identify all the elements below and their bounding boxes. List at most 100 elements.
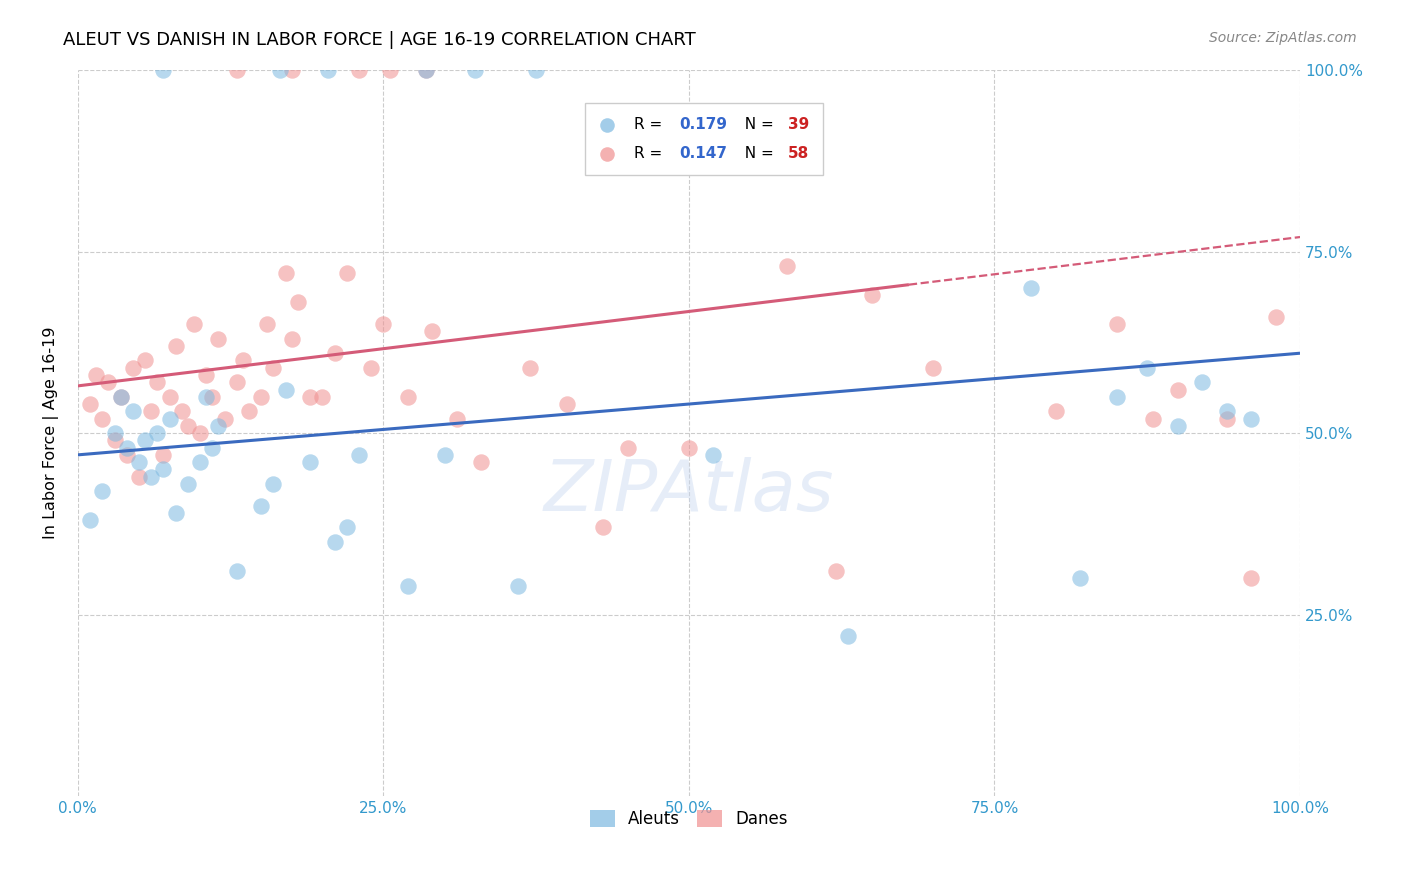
Point [922, 360, 945, 375]
Point [1215, 404, 1237, 418]
Point [262, 360, 284, 375]
Point [596, 146, 619, 161]
Text: ZIPAtlas: ZIPAtlas [544, 457, 834, 525]
Point [470, 455, 492, 469]
Point [128, 469, 150, 483]
Point [592, 520, 614, 534]
Point [225, 63, 247, 78]
Point [134, 353, 156, 368]
Point [824, 564, 846, 578]
Point [1167, 418, 1189, 433]
Point [177, 476, 200, 491]
Point [170, 404, 193, 418]
Point [225, 564, 247, 578]
Point [79, 397, 101, 411]
Text: 58: 58 [787, 146, 810, 161]
Point [195, 368, 218, 382]
Point [347, 448, 370, 462]
Text: ALEUT VS DANISH IN LABOR FORCE | AGE 16-19 CORRELATION CHART: ALEUT VS DANISH IN LABOR FORCE | AGE 16-… [63, 31, 696, 49]
Point [134, 434, 156, 448]
Point [311, 390, 333, 404]
Point [103, 426, 125, 441]
Point [396, 390, 419, 404]
Point [141, 469, 163, 483]
Point [446, 411, 468, 425]
Point [776, 259, 799, 273]
Point [433, 448, 456, 462]
Point [238, 404, 260, 418]
Point [97, 376, 120, 390]
Point [274, 266, 297, 280]
Point [1136, 360, 1159, 375]
Point [159, 390, 181, 404]
Point [336, 266, 359, 280]
Point [79, 513, 101, 527]
Text: 39: 39 [787, 117, 810, 132]
Point [262, 476, 284, 491]
Point [323, 346, 346, 360]
Point [165, 339, 187, 353]
Point [360, 360, 382, 375]
Point [415, 63, 437, 78]
Point [84, 368, 107, 382]
Point [1105, 317, 1128, 331]
Point [555, 397, 578, 411]
Point [91, 411, 114, 425]
Point [702, 448, 724, 462]
Point [232, 353, 254, 368]
Point [128, 455, 150, 469]
Point [281, 332, 304, 346]
Point [373, 317, 395, 331]
Point [1240, 411, 1263, 425]
Point [336, 520, 359, 534]
Point [177, 418, 200, 433]
Point [274, 383, 297, 397]
Point [152, 448, 174, 462]
Text: 0.179: 0.179 [679, 117, 727, 132]
Text: N =: N = [735, 117, 779, 132]
Point [256, 317, 278, 331]
Text: R =: R = [634, 117, 666, 132]
Point [318, 63, 340, 78]
Point [415, 63, 437, 78]
Point [678, 441, 700, 455]
Point [110, 390, 132, 404]
Point [141, 404, 163, 418]
Point [188, 455, 211, 469]
Point [146, 376, 169, 390]
Point [201, 390, 224, 404]
Point [183, 317, 205, 331]
Point [860, 288, 883, 302]
Point [121, 360, 143, 375]
Point [1142, 411, 1164, 425]
Point [1167, 383, 1189, 397]
Point [506, 578, 529, 592]
Point [1019, 281, 1042, 295]
Point [347, 63, 370, 78]
Point [1264, 310, 1286, 324]
Point [159, 411, 181, 425]
Point [188, 426, 211, 441]
FancyBboxPatch shape [585, 103, 824, 176]
Point [195, 390, 218, 404]
Text: Source: ZipAtlas.com: Source: ZipAtlas.com [1209, 31, 1357, 45]
Point [165, 506, 187, 520]
Point [299, 455, 322, 469]
Point [121, 404, 143, 418]
Point [91, 484, 114, 499]
Point [281, 63, 304, 78]
Text: R =: R = [634, 146, 666, 161]
Point [617, 441, 640, 455]
Legend: Aleuts, Danes: Aleuts, Danes [583, 804, 794, 835]
Point [1191, 376, 1213, 390]
Point [1215, 411, 1237, 425]
Point [396, 578, 419, 592]
Text: 0.147: 0.147 [679, 146, 727, 161]
Point [146, 426, 169, 441]
Point [115, 448, 138, 462]
Point [420, 325, 443, 339]
Point [519, 360, 541, 375]
Point [110, 390, 132, 404]
Point [378, 63, 401, 78]
Point [1240, 571, 1263, 585]
